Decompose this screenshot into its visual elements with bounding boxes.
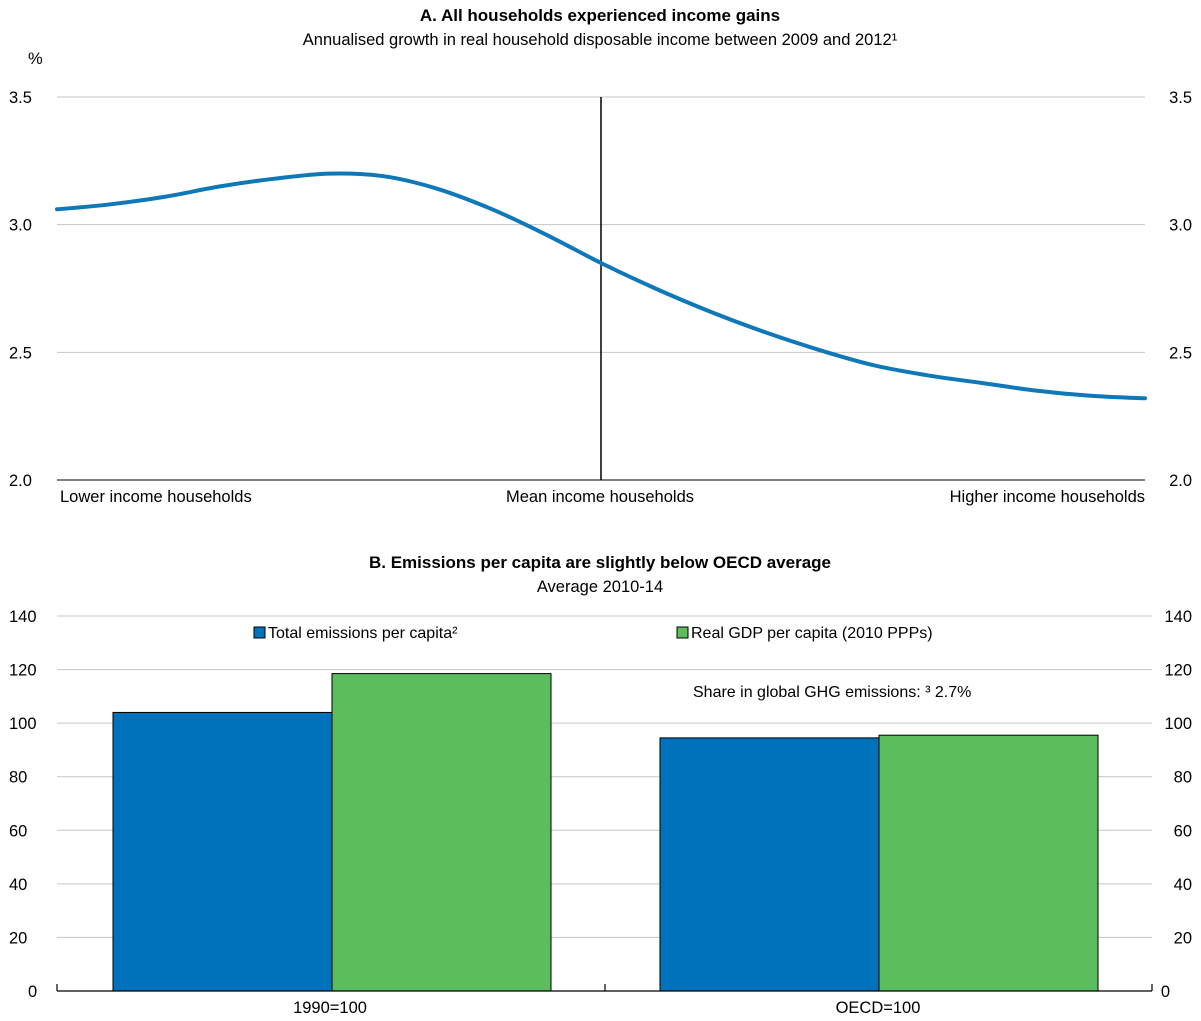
panel-a-y-tick-left: 2.5 bbox=[9, 344, 32, 362]
panel-b-y-tick-left: 120 bbox=[9, 662, 37, 680]
bar-real-gdp-1990 bbox=[331, 673, 552, 992]
panel-b: B. Emissions per capita are slightly bel… bbox=[9, 553, 1192, 1017]
panel-a-y-tick-left: 3.5 bbox=[9, 89, 32, 107]
x-label-1990: 1990=100 bbox=[293, 999, 367, 1017]
panel-b-y-tick-right: 120 bbox=[1164, 662, 1192, 680]
bar-total-emissions-oecd bbox=[659, 737, 880, 992]
x-label-higher-income: Higher income households bbox=[950, 488, 1145, 506]
x-label-lower-income: Lower income households bbox=[60, 488, 252, 506]
ghg-share-annotation: Share in global GHG emissions: ³ 2.7% bbox=[693, 684, 971, 701]
panel-a-subtitle: Annualised growth in real household disp… bbox=[303, 31, 898, 49]
panel-b-y-tick-left: 40 bbox=[9, 876, 27, 894]
panel-b-y-ticks-right: 0 20 40 60 80 100 120 140 bbox=[1161, 608, 1192, 1001]
panel-a-y-tick-right: 2.5 bbox=[1169, 344, 1192, 362]
panel-b-y-tick-right: 60 bbox=[1174, 822, 1192, 840]
panel-b-y-tick-left: 0 bbox=[28, 983, 37, 1001]
panel-b-subtitle: Average 2010-14 bbox=[537, 578, 663, 596]
panel-b-y-tick-left: 140 bbox=[9, 608, 37, 626]
legend-swatch-real-gdp bbox=[676, 626, 689, 639]
panel-b-y-tick-right: 40 bbox=[1174, 876, 1192, 894]
panel-a-y-tick-right: 3.5 bbox=[1169, 89, 1192, 107]
panel-b-bars bbox=[112, 673, 1099, 992]
panel-b-y-tick-left: 100 bbox=[9, 715, 37, 733]
legend: Total emissions per capita² Real GDP per… bbox=[253, 625, 933, 642]
panel-b-title: B. Emissions per capita are slightly bel… bbox=[369, 553, 831, 572]
bar-total-emissions-1990 bbox=[112, 711, 333, 992]
panel-b-y-tick-right: 0 bbox=[1161, 983, 1170, 1001]
bar-real-gdp-oecd bbox=[878, 734, 1099, 992]
legend-label-total-emissions: Total emissions per capita² bbox=[268, 625, 458, 642]
legend-swatch-total-emissions bbox=[253, 626, 266, 639]
panel-a-y-ticks-left: 2.0 2.5 3.0 3.5 bbox=[9, 89, 32, 490]
panel-a-y-ticks-right: 2.0 2.5 3.0 3.5 bbox=[1169, 89, 1192, 490]
panel-b-y-tick-right: 140 bbox=[1164, 608, 1192, 626]
panel-b-y-ticks-left: 0 20 40 60 80 100 120 140 bbox=[9, 608, 37, 1001]
panel-a-y-tick-left: 3.0 bbox=[9, 217, 32, 235]
legend-label-real-gdp: Real GDP per capita (2010 PPPs) bbox=[691, 625, 933, 642]
panel-b-y-tick-left: 80 bbox=[9, 769, 27, 787]
panel-b-y-tick-right: 100 bbox=[1164, 715, 1192, 733]
panel-a-y-tick-right: 2.0 bbox=[1169, 472, 1192, 490]
panel-b-x-axis bbox=[56, 984, 1153, 992]
panel-b-y-tick-right: 20 bbox=[1174, 929, 1192, 947]
panel-b-y-tick-right: 80 bbox=[1174, 769, 1192, 787]
panel-a: A. All households experienced income gai… bbox=[9, 6, 1192, 506]
x-label-mean-income: Mean income households bbox=[506, 488, 694, 506]
x-label-oecd: OECD=100 bbox=[836, 999, 921, 1017]
panel-a-y-tick-left: 2.0 bbox=[9, 472, 32, 490]
panel-a-y-tick-right: 3.0 bbox=[1169, 217, 1192, 235]
panel-b-y-tick-left: 60 bbox=[9, 822, 27, 840]
panel-b-y-tick-left: 20 bbox=[9, 929, 27, 947]
panel-a-title: A. All households experienced income gai… bbox=[420, 6, 780, 25]
income-growth-line bbox=[55, 171, 1147, 401]
panel-a-y-unit: % bbox=[28, 50, 43, 68]
